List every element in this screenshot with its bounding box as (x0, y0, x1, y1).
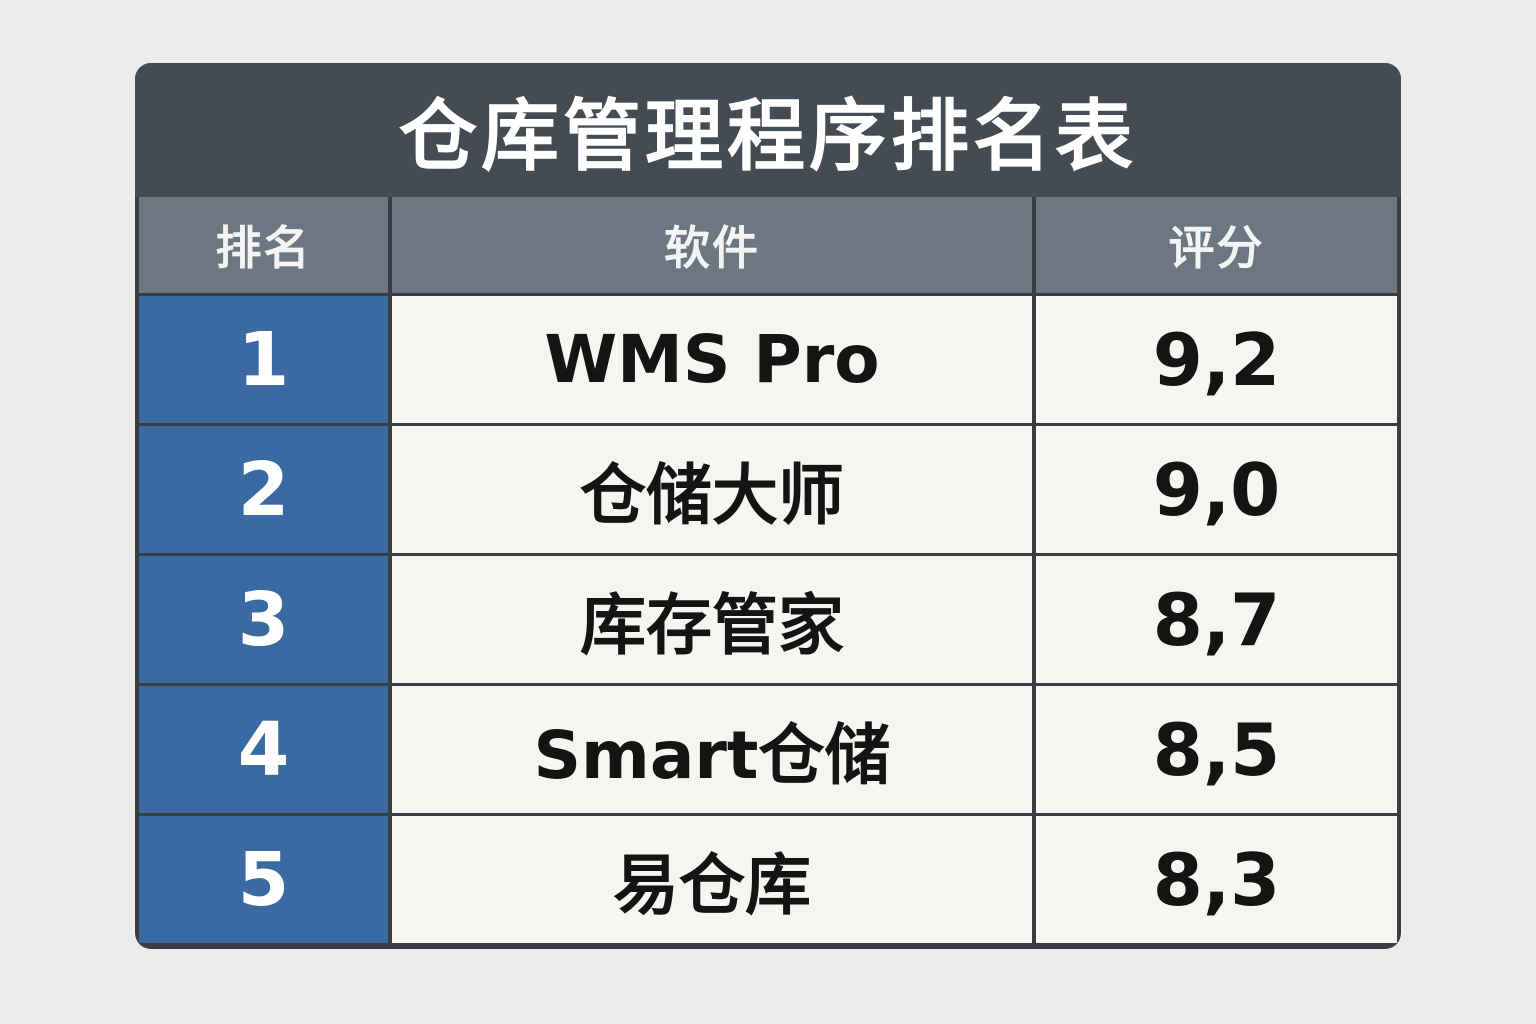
score-cell: 9,2 (1036, 296, 1397, 423)
score-cell: 8,7 (1036, 556, 1397, 683)
score-cell: 9,0 (1036, 426, 1397, 553)
score-cell: 8,5 (1036, 686, 1397, 813)
ranking-table-card: 仓库管理程序排名表 排名 软件 评分 1 WMS Pro 9,2 2 仓储大师 … (135, 63, 1401, 949)
software-cell: WMS Pro (392, 296, 1032, 423)
rank-cell: 3 (139, 556, 388, 683)
rank-cell: 1 (139, 296, 388, 423)
rank-cell: 4 (139, 686, 388, 813)
software-cell: Smart仓储 (392, 686, 1032, 813)
table-title: 仓库管理程序排名表 (135, 63, 1401, 197)
software-cell: 库存管家 (392, 556, 1032, 683)
column-header-score: 评分 (1036, 197, 1397, 293)
column-header-software: 软件 (392, 197, 1032, 293)
software-cell: 仓储大师 (392, 426, 1032, 553)
score-cell: 8,3 (1036, 816, 1397, 943)
rank-cell: 2 (139, 426, 388, 553)
ranking-table: 排名 软件 评分 1 WMS Pro 9,2 2 仓储大师 9,0 3 库存管家… (139, 197, 1397, 945)
rank-cell: 5 (139, 816, 388, 943)
software-cell: 易仓库 (392, 816, 1032, 943)
column-header-rank: 排名 (139, 197, 388, 293)
